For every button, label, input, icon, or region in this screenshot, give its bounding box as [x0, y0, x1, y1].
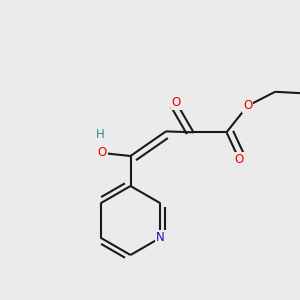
Text: O: O [235, 153, 244, 166]
Text: O: O [243, 99, 252, 112]
Text: N: N [156, 231, 165, 244]
Text: H: H [96, 128, 105, 142]
Text: O: O [98, 146, 106, 160]
Text: O: O [172, 96, 181, 109]
